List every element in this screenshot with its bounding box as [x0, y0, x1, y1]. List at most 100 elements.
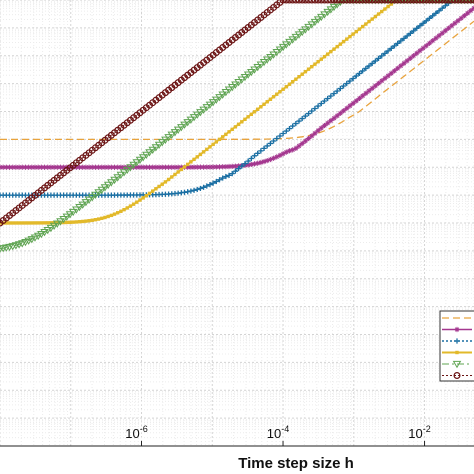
data-point-marker — [302, 113, 308, 119]
data-point-marker — [442, 28, 448, 34]
data-point-marker — [334, 113, 340, 119]
data-point-marker — [198, 152, 203, 157]
data-point-marker — [366, 88, 372, 94]
data-point-marker — [10, 164, 16, 170]
data-point-marker — [207, 164, 213, 170]
data-point-marker — [274, 135, 280, 142]
data-point-marker — [457, 0, 465, 4]
data-point-marker — [87, 219, 91, 223]
data-point-marker — [200, 184, 207, 190]
data-point-marker — [208, 145, 212, 149]
data-point-marker — [113, 174, 122, 182]
data-point-marker — [249, 112, 254, 117]
data-point-marker — [365, 0, 373, 4]
data-point-marker — [458, 15, 464, 21]
data-point-marker — [413, 0, 421, 4]
data-point-marker — [180, 121, 189, 129]
data-point-marker — [65, 211, 75, 219]
data-point-marker — [173, 172, 177, 177]
data-point-marker — [460, 0, 468, 4]
data-point-marker — [395, 65, 401, 71]
data-point-marker — [333, 0, 341, 4]
data-point-marker — [17, 221, 21, 225]
data-point-marker — [248, 161, 254, 168]
data-point-marker — [354, 29, 358, 34]
data-point-marker — [240, 120, 244, 124]
data-point-marker — [204, 164, 210, 170]
data-point-marker — [404, 58, 410, 64]
data-point-marker — [119, 169, 129, 177]
data-point-marker — [329, 3, 339, 12]
data-point-marker — [92, 164, 99, 170]
data-point-marker — [220, 135, 225, 139]
data-point-marker — [226, 172, 232, 178]
data-point-marker — [192, 157, 196, 162]
data-point-marker — [131, 202, 136, 206]
data-point-marker — [166, 164, 172, 170]
data-point-marker — [438, 0, 446, 4]
data-point-marker — [122, 207, 126, 212]
data-point-marker — [280, 151, 286, 157]
data-point-marker — [188, 188, 194, 194]
data-point-marker — [398, 38, 404, 44]
data-point-marker — [32, 164, 38, 170]
data-point-marker — [194, 164, 200, 170]
data-point-marker — [353, 98, 359, 104]
data-point-marker — [235, 166, 242, 172]
data-point-marker — [162, 164, 169, 170]
data-point-marker — [329, 49, 333, 54]
data-point-marker — [227, 84, 237, 92]
data-point-marker — [290, 123, 296, 129]
x-tick-label: 10-4 — [267, 424, 289, 441]
data-point-marker — [340, 0, 348, 4]
data-point-marker — [192, 111, 202, 119]
data-point-marker — [283, 128, 289, 134]
data-point-marker — [54, 164, 60, 170]
data-point-marker — [337, 85, 343, 92]
data-point-marker — [243, 71, 253, 79]
data-point-marker — [80, 164, 86, 170]
data-point-marker — [337, 110, 343, 116]
data-point-marker — [252, 110, 257, 114]
data-point-marker — [48, 164, 54, 170]
data-point-marker — [258, 159, 264, 166]
data-point-marker — [363, 90, 369, 96]
data-point-marker — [331, 115, 337, 121]
data-point-marker — [455, 0, 461, 3]
data-point-marker — [426, 15, 433, 21]
data-point-marker — [65, 220, 69, 225]
data-point-marker — [417, 23, 423, 29]
data-point-marker — [288, 36, 297, 44]
data-point-marker — [315, 103, 321, 109]
data-point-marker — [96, 164, 102, 170]
data-point-marker — [166, 177, 171, 182]
data-point-marker — [303, 69, 308, 74]
data-point-marker — [436, 33, 442, 39]
data-point-marker — [16, 164, 22, 170]
data-point-marker — [134, 164, 140, 170]
data-point-marker — [170, 129, 180, 137]
data-point-marker — [157, 139, 167, 147]
data-point-marker — [309, 133, 315, 139]
data-point-marker — [372, 58, 378, 64]
data-point-marker — [199, 106, 208, 114]
data-point-marker — [351, 32, 355, 36]
data-point-marker — [271, 95, 276, 99]
data-point-marker — [312, 130, 318, 136]
data-point-marker — [58, 220, 63, 225]
data-point-marker — [293, 145, 299, 151]
data-point-marker — [433, 35, 439, 41]
data-point-marker — [33, 221, 37, 225]
data-point-marker — [170, 175, 174, 179]
data-point-marker — [404, 33, 410, 39]
data-point-marker — [242, 161, 248, 167]
data-point-marker — [343, 0, 351, 4]
data-point-marker — [251, 153, 258, 159]
data-point-marker — [279, 0, 287, 4]
data-point-marker — [261, 145, 267, 151]
data-point-marker — [246, 115, 250, 119]
data-point-marker — [320, 11, 329, 19]
data-point-marker — [382, 50, 388, 56]
data-point-marker — [156, 164, 162, 170]
data-point-marker — [310, 18, 320, 27]
